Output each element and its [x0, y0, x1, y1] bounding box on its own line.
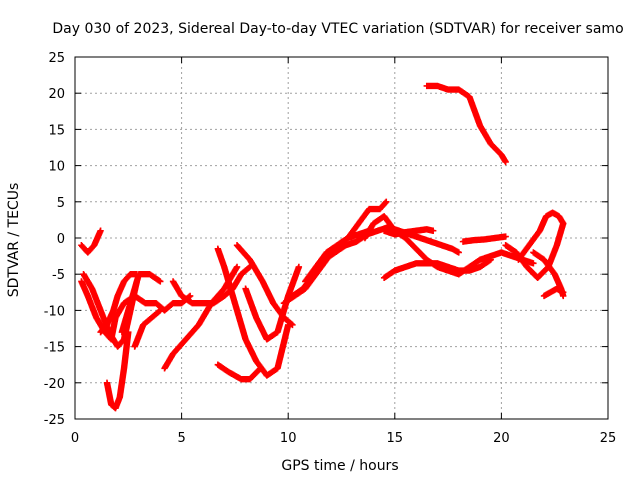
x-tick-label: 15 — [387, 431, 404, 446]
data-point-markers — [233, 242, 296, 329]
series-track-13 — [242, 263, 303, 343]
series-track-12 — [233, 242, 296, 329]
series-track-5 — [103, 328, 132, 412]
series-track-26 — [540, 285, 567, 300]
data-point-markers — [169, 263, 254, 307]
series-track-16 — [302, 227, 373, 285]
y-tick-label: 15 — [48, 123, 65, 138]
data-point-markers — [214, 361, 264, 383]
series-track-22 — [459, 233, 509, 245]
x-tick-label: 10 — [280, 431, 297, 446]
y-tick-label: 10 — [48, 160, 65, 175]
y-tick-label: 25 — [48, 51, 65, 66]
y-axis-label: SDTVAR / TECUs — [6, 183, 22, 298]
data-point-markers — [131, 307, 164, 350]
x-tick-label: 0 — [71, 431, 79, 446]
y-tick-label: -5 — [52, 268, 65, 283]
data-point-markers — [459, 233, 509, 245]
series-track-24 — [515, 209, 567, 263]
data-point-markers — [515, 209, 567, 263]
grid-lines — [75, 57, 608, 419]
data-point-markers — [118, 271, 164, 336]
data-point-markers — [78, 227, 104, 256]
x-tick-label: 5 — [177, 431, 185, 446]
data-point-markers — [540, 285, 567, 300]
series-track-18 — [380, 226, 437, 238]
y-tick-label: 20 — [48, 87, 65, 102]
series-track-11 — [214, 361, 264, 383]
data-series — [78, 82, 567, 412]
data-point-markers — [97, 271, 141, 336]
series-track-7 — [131, 307, 164, 350]
tick-marks: 0 5 10 15 20 25 25 20 15 10 5 0 -5 -10 -15 -20 -25 — [44, 51, 617, 446]
x-tick-label: 20 — [493, 431, 510, 446]
x-tick-label: 25 — [600, 431, 617, 446]
data-point-markers — [302, 227, 373, 285]
data-point-markers — [103, 328, 132, 412]
y-tick-label: -10 — [44, 304, 65, 319]
y-tick-label: -15 — [44, 341, 65, 356]
y-tick-label: 5 — [57, 196, 65, 211]
series-track-1 — [78, 227, 104, 256]
y-tick-label: -20 — [44, 377, 65, 392]
y-tick-label: -25 — [44, 413, 65, 428]
chart-title: Day 030 of 2023, Sidereal Day-to-day VTE… — [52, 21, 623, 37]
data-point-markers — [423, 82, 509, 166]
y-tick-label: 0 — [57, 232, 65, 247]
series-track-20 — [423, 82, 509, 166]
data-point-markers — [380, 226, 437, 238]
data-point-markers — [242, 263, 303, 343]
series-track-9 — [169, 263, 254, 307]
series-track-6 — [118, 271, 164, 336]
series-track-4 — [97, 271, 141, 336]
x-axis-label: GPS time / hours — [281, 458, 398, 474]
